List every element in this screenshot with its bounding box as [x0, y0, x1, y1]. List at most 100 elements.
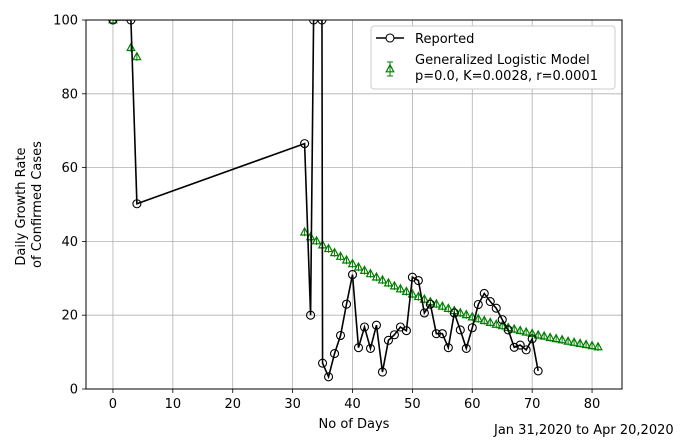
x-axis-label: No of Days	[319, 417, 390, 432]
model-point	[347, 258, 358, 268]
model-point	[557, 334, 567, 344]
reported-point	[347, 270, 358, 280]
model-point	[341, 254, 352, 264]
reported-point	[306, 310, 316, 320]
reported-point	[329, 349, 340, 359]
reported-point	[431, 329, 441, 339]
reported-point	[359, 322, 370, 332]
y-axis-label-line2: of Confirmed Cases	[30, 141, 45, 268]
y-axis-label: Daily Growth Rate of Confirmed Cases	[14, 141, 45, 268]
model-point	[551, 333, 561, 343]
axes	[82, 19, 623, 393]
plot-series	[108, 20, 603, 382]
reported-point	[300, 139, 310, 149]
model-point	[323, 243, 334, 253]
reported-point	[527, 334, 537, 344]
reported-point	[323, 372, 334, 382]
legend-reported-label: Reported	[415, 32, 474, 47]
model-point	[401, 286, 412, 295]
model-point	[587, 340, 597, 350]
model-point	[539, 330, 549, 340]
y-axis-label-line1: Daily Growth Rate	[14, 148, 29, 266]
reported-point	[317, 20, 327, 25]
x-tick-label: 10	[165, 397, 182, 412]
legend-model-label: Generalized Logistic Model	[415, 53, 590, 68]
tick-labels: 0 10 20 30 40 50 60 70 80 0 20 40 60 80 100	[53, 14, 600, 413]
legend: Reported Generalized Logistic Model p=0.…	[370, 25, 616, 90]
reported-point	[335, 330, 346, 341]
reported-point	[126, 20, 136, 25]
legend-circle-marker	[385, 33, 395, 43]
reported-point	[497, 315, 507, 325]
legend-reported-symbol	[376, 33, 404, 43]
x-tick-label: 50	[404, 397, 421, 412]
model-point	[473, 313, 484, 323]
plot-frame	[85, 19, 623, 390]
reported-point	[341, 299, 352, 309]
model-point	[515, 325, 525, 335]
x-tick-label: 80	[584, 397, 601, 412]
y-tick-label: 20	[61, 309, 78, 324]
model-point	[353, 261, 364, 271]
model-point	[383, 277, 394, 287]
model-point	[359, 265, 370, 274]
reported-point	[503, 325, 513, 335]
reported-point	[449, 308, 459, 318]
x-tick-label: 20	[224, 397, 241, 412]
model-point	[563, 335, 573, 345]
x-tick-label: 0	[109, 397, 117, 412]
reported-point	[437, 329, 447, 339]
reported-point	[515, 340, 525, 350]
reported-point	[419, 308, 429, 318]
model-point	[593, 341, 603, 351]
model-point	[413, 291, 424, 301]
legend-triangle-marker	[385, 63, 395, 73]
model-point	[479, 315, 490, 325]
model-point	[437, 300, 448, 310]
legend-box	[370, 25, 616, 90]
model-point	[461, 309, 472, 319]
reported-point	[365, 343, 376, 353]
reported-point	[473, 299, 483, 310]
model-point	[335, 251, 346, 260]
reported-point	[479, 288, 489, 298]
reported-point	[401, 326, 411, 336]
model-point	[485, 317, 496, 326]
model-point	[575, 338, 585, 348]
model-point	[108, 20, 118, 24]
model-point	[311, 235, 322, 245]
model-point	[443, 303, 454, 312]
reported-point	[467, 323, 477, 333]
y-tick-label: 40	[61, 235, 78, 250]
model-point	[527, 328, 537, 338]
model-point	[533, 329, 543, 339]
model-point	[545, 332, 555, 342]
reported-point	[533, 366, 543, 376]
x-tick-label: 70	[524, 397, 541, 412]
reported-point	[521, 345, 531, 355]
model-point	[521, 326, 531, 336]
reported-line	[112, 20, 539, 380]
reported-point	[132, 199, 142, 209]
reported-point	[491, 303, 501, 313]
reported-point	[318, 358, 328, 368]
model-point	[389, 280, 400, 290]
x-tick-label: 60	[464, 397, 481, 412]
reported-point	[371, 320, 382, 330]
model-point	[497, 320, 508, 330]
reported-point	[425, 299, 435, 309]
reported-point	[389, 330, 399, 340]
model-point	[467, 311, 478, 321]
y-tick-label: 60	[61, 161, 78, 176]
reported-point	[413, 275, 423, 286]
model-point	[365, 268, 376, 278]
reported-point	[108, 20, 118, 25]
model-point	[126, 42, 136, 52]
reported-point	[443, 343, 453, 353]
legend-model-symbol	[385, 61, 395, 77]
model-point	[329, 247, 340, 257]
y-tick-label: 0	[70, 383, 78, 398]
x-tick-label: 30	[284, 397, 301, 412]
